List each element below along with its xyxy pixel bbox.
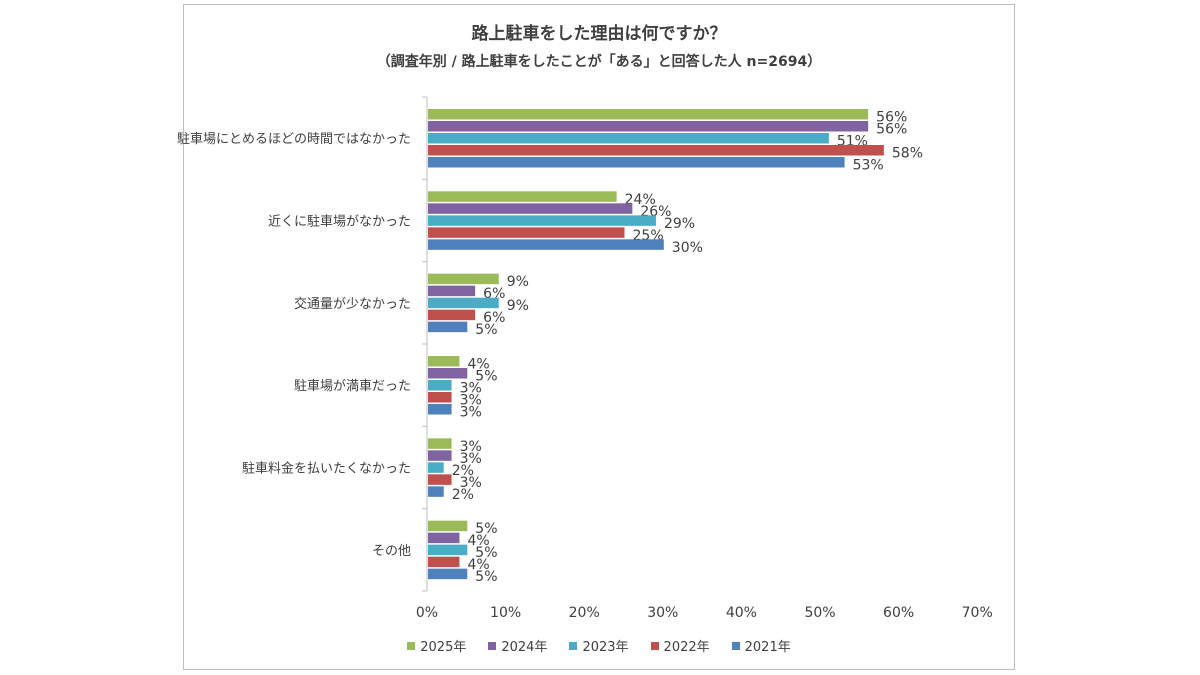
bar <box>428 568 468 580</box>
legend-label: 2025年 <box>420 640 467 655</box>
data-label: 5% <box>475 545 497 561</box>
legend-item: 2025年 <box>407 636 466 655</box>
bar <box>428 404 452 415</box>
data-label: 5% <box>475 521 497 537</box>
bar <box>428 356 460 367</box>
x-tick-label: 0% <box>416 605 438 621</box>
bar <box>428 438 452 449</box>
bar <box>428 157 845 168</box>
bar <box>428 474 452 485</box>
bar <box>428 273 499 285</box>
bar <box>428 368 468 379</box>
bar <box>428 556 460 568</box>
legend-label: 2022年 <box>663 640 710 655</box>
legend-item: 2023年 <box>569 636 629 655</box>
x-tick-label: 20% <box>569 605 600 621</box>
category-label: その他 <box>372 544 411 559</box>
data-label: 5% <box>475 369 497 385</box>
data-label: 4% <box>467 357 489 373</box>
data-label: 4% <box>467 533 489 549</box>
category-label: 駐車場にとめるほどの時間ではなかった <box>177 132 411 147</box>
bar <box>428 215 656 226</box>
data-label: 56% <box>876 122 907 138</box>
bar <box>428 145 884 156</box>
data-label: 3% <box>460 475 482 491</box>
legend-label: 2021年 <box>744 640 791 655</box>
data-label: 2% <box>452 463 474 479</box>
data-label: 58% <box>892 146 923 162</box>
category-label: 近くに駐車場がなかった <box>268 215 411 230</box>
data-label: 3% <box>460 439 482 455</box>
chart-title: 路上駐車をした理由は何ですか？ <box>471 24 727 44</box>
bar <box>428 133 829 144</box>
bar <box>428 544 468 556</box>
bar <box>428 227 625 238</box>
data-label: 56% <box>876 110 907 126</box>
legend-label: 2023年 <box>582 640 629 655</box>
legend-swatch <box>488 641 497 650</box>
data-label: 9% <box>507 298 529 314</box>
data-label: 6% <box>483 310 505 326</box>
data-label: 3% <box>460 451 482 467</box>
data-label: 3% <box>460 381 482 397</box>
bar <box>428 239 664 250</box>
chart-legend: 2025年 2024年 2023年 2022年 2021年 <box>183 636 1015 655</box>
x-tick-label: 10% <box>490 605 521 621</box>
data-label: 5% <box>475 322 497 338</box>
bar <box>428 191 617 202</box>
x-tick-label: 60% <box>883 605 914 621</box>
data-label: 3% <box>460 393 482 409</box>
category-label: 駐車料金を払いたくなかった <box>242 461 411 477</box>
x-tick-label: 40% <box>726 605 757 621</box>
x-tick-label: 30% <box>647 605 678 621</box>
legend-swatch <box>650 641 659 650</box>
x-tick-label: 70% <box>962 605 993 621</box>
data-label: 4% <box>467 557 489 573</box>
bar <box>428 109 869 120</box>
bar <box>428 486 444 497</box>
chart-subtitle: （調査年別 / 路上駐車をしたことが「ある」と回答した人 n=2694） <box>376 54 822 70</box>
bar <box>428 285 476 297</box>
data-label: 3% <box>460 405 482 421</box>
legend-label: 2024年 <box>501 640 548 655</box>
bar <box>428 450 452 461</box>
bar <box>428 297 499 309</box>
data-label: 9% <box>507 274 529 290</box>
data-label: 29% <box>664 216 695 232</box>
category-label: 駐車場が満車だった <box>294 379 411 394</box>
bar <box>428 392 452 403</box>
legend-item: 2021年 <box>731 636 791 655</box>
bar <box>428 121 869 132</box>
x-tick-label: 50% <box>804 605 835 621</box>
bar <box>428 380 452 391</box>
bar <box>428 462 444 473</box>
legend-item: 2022年 <box>650 636 710 655</box>
data-label: 5% <box>475 569 497 585</box>
legend-swatch <box>731 641 740 650</box>
bar <box>428 309 476 321</box>
legend-swatch <box>407 641 416 650</box>
data-label: 30% <box>672 240 703 256</box>
data-label: 2% <box>452 487 474 503</box>
bar <box>428 532 460 544</box>
bar <box>428 203 633 214</box>
bar <box>428 520 468 532</box>
legend-swatch <box>569 641 578 650</box>
data-label: 24% <box>625 192 656 208</box>
bar <box>428 321 468 333</box>
category-label: 交通量が少なかった <box>294 296 411 312</box>
data-label: 53% <box>853 158 884 174</box>
legend-item: 2024年 <box>488 636 547 655</box>
